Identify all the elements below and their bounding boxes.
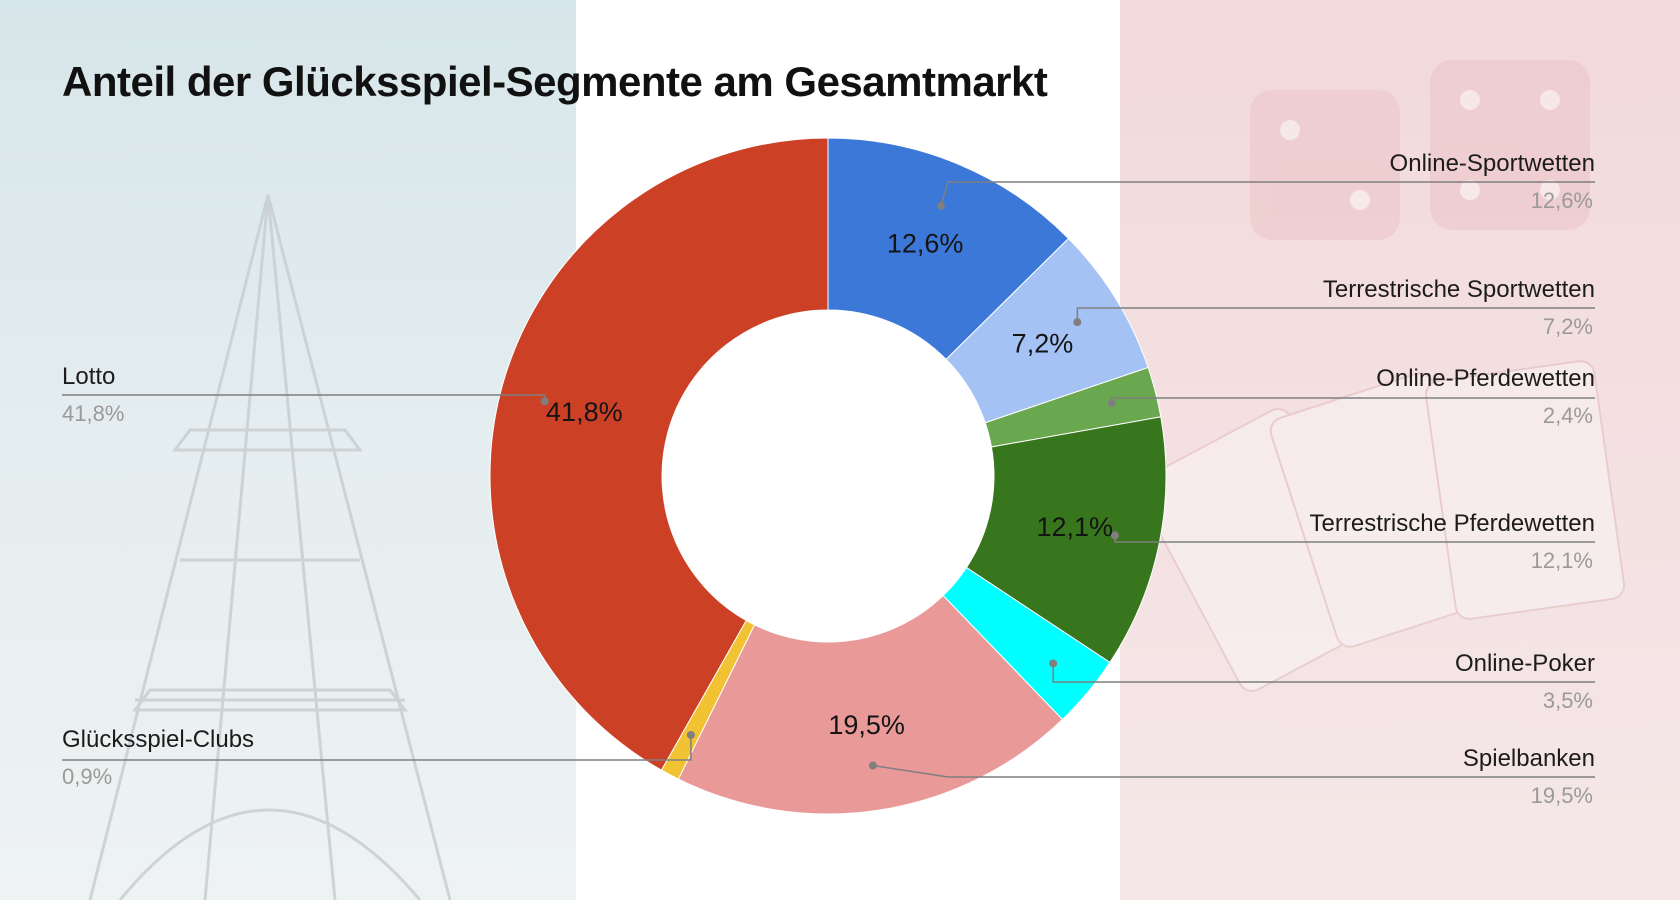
leader-line-terrestrische-pferdewetten — [1110, 531, 1595, 543]
legend-label-terrestrische-pferdewetten: Terrestrische Pferdewetten — [1309, 510, 1595, 537]
slice-lotto — [489, 137, 829, 771]
leader-line-spielbanken — [868, 761, 1595, 778]
eiffel-tower-image — [88, 194, 452, 900]
legend-label-online-poker: Online-Poker — [1454, 650, 1595, 677]
legend-label-lotto: Lotto — [62, 363, 116, 390]
playing-cards-image — [1137, 360, 1626, 692]
slice-label-terrestrische-sportwetten: 7,2% — [1012, 329, 1074, 359]
leader-line-terrestrische-sportwetten — [1073, 307, 1595, 327]
legend-label-online-pferdewetten: Online-Pferdewetten — [1376, 365, 1595, 392]
legend-value-online-poker: 3,5% — [1542, 688, 1593, 713]
slice-label-online-sportwetten: 12,6% — [887, 228, 964, 258]
legend-value-online-sportwetten: 12,6% — [1530, 188, 1593, 213]
legend-value-online-pferdewetten: 2,4% — [1542, 403, 1593, 428]
legend-value-terrestrische-pferdewetten: 12,1% — [1530, 548, 1593, 573]
legend-label-gluecksspiel-clubs: Glücksspiel-Clubs — [62, 726, 255, 753]
leader-line-online-poker — [1049, 659, 1595, 683]
dice-image — [1250, 60, 1590, 240]
slice-label-lotto: 41,8% — [546, 397, 623, 427]
leader-line-lotto — [62, 394, 549, 406]
legend-value-spielbanken: 19,5% — [1530, 783, 1593, 808]
legend-label-spielbanken: Spielbanken — [1462, 745, 1595, 772]
legend-value-terrestrische-sportwetten: 7,2% — [1542, 314, 1593, 339]
slice-label-terrestrische-pferdewetten: 12,1% — [1036, 512, 1113, 542]
slice-online-sportwetten — [827, 137, 1070, 361]
slice-label-spielbanken: 19,5% — [828, 710, 905, 740]
leader-line-gluecksspiel-clubs — [62, 730, 695, 761]
leader-line-online-pferdewetten — [1107, 397, 1595, 408]
legend-label-terrestrische-sportwetten: Terrestrische Sportwetten — [1322, 276, 1595, 303]
slice-spielbanken — [677, 594, 1064, 815]
slice-terrestrische-pferdewetten — [965, 416, 1167, 664]
legend-value-lotto: 41,8% — [62, 401, 125, 426]
chart-title: Anteil der Glücksspiel-Segmente am Gesam… — [62, 58, 1048, 105]
legend-value-gluecksspiel-clubs: 0,9% — [62, 764, 113, 789]
background-right-band — [1120, 0, 1680, 900]
legend-label-online-sportwetten: Online-Sportwetten — [1389, 150, 1595, 177]
leader-line-online-sportwetten — [936, 181, 1595, 210]
